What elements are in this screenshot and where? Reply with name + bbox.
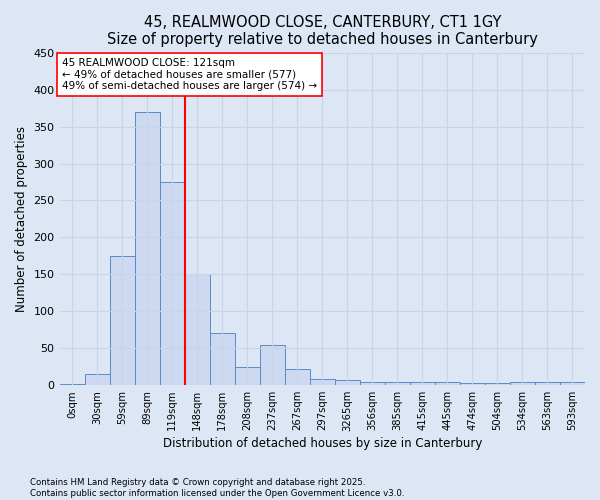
Bar [410,382,435,385]
Bar [460,383,485,385]
Bar [260,344,285,385]
Y-axis label: Number of detached properties: Number of detached properties [15,126,28,312]
Bar [435,382,460,385]
Bar [185,274,209,385]
Bar [360,382,385,385]
Bar [310,380,335,385]
Text: Contains HM Land Registry data © Crown copyright and database right 2025.
Contai: Contains HM Land Registry data © Crown c… [30,478,404,498]
X-axis label: Distribution of detached houses by size in Canterbury: Distribution of detached houses by size … [163,437,482,450]
Bar [285,369,310,385]
Bar [485,383,510,385]
Bar [335,380,360,385]
Bar [134,112,160,385]
Bar [510,382,535,385]
Bar [110,256,134,385]
Bar [385,382,410,385]
Bar [235,366,260,385]
Bar [209,334,235,385]
Title: 45, REALMWOOD CLOSE, CANTERBURY, CT1 1GY
Size of property relative to detached h: 45, REALMWOOD CLOSE, CANTERBURY, CT1 1GY… [107,15,538,48]
Bar [535,382,560,385]
Bar [160,182,185,385]
Bar [59,384,85,385]
Bar [560,382,585,385]
Bar [85,374,110,385]
Text: 45 REALMWOOD CLOSE: 121sqm
← 49% of detached houses are smaller (577)
49% of sem: 45 REALMWOOD CLOSE: 121sqm ← 49% of deta… [62,58,317,91]
